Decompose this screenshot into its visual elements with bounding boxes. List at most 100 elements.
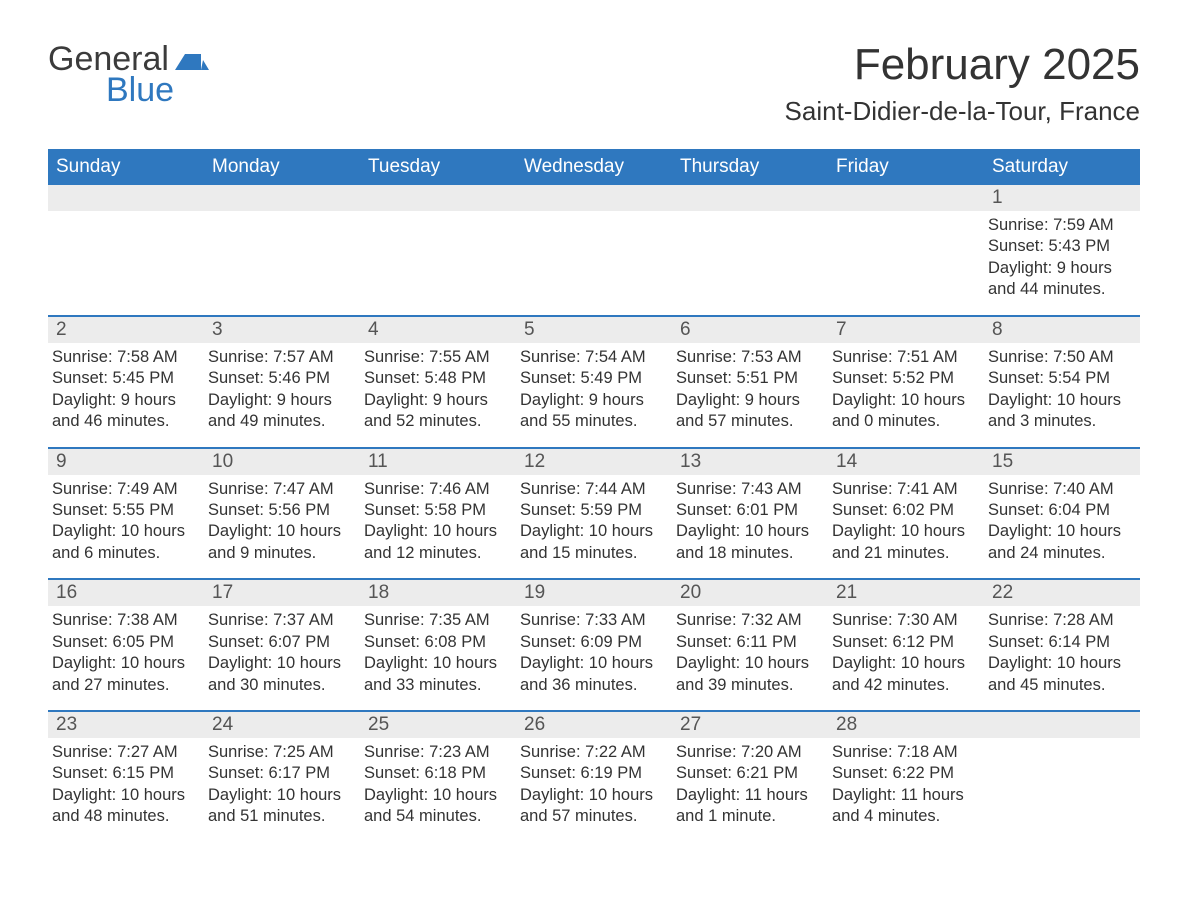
sunrise-text: Sunrise: 7:50 AM	[988, 347, 1132, 368]
sunrise-text: Sunrise: 7:59 AM	[988, 215, 1132, 236]
day-number: 6	[672, 317, 828, 343]
weekday-header-row: Sunday Monday Tuesday Wednesday Thursday…	[48, 149, 1140, 185]
daylight-text: Daylight: 9 hours and 49 minutes.	[208, 390, 352, 433]
sunrise-text: Sunrise: 7:40 AM	[988, 479, 1132, 500]
sunset-text: Sunset: 6:15 PM	[52, 763, 196, 784]
day-cell: Sunrise: 7:33 AMSunset: 6:09 PMDaylight:…	[516, 606, 672, 710]
day-cell	[984, 738, 1140, 842]
sunrise-text: Sunrise: 7:22 AM	[520, 742, 664, 763]
sunset-text: Sunset: 6:18 PM	[364, 763, 508, 784]
daylight-text: Daylight: 9 hours and 52 minutes.	[364, 390, 508, 433]
day-cell: Sunrise: 7:49 AMSunset: 5:55 PMDaylight:…	[48, 475, 204, 579]
day-cell: Sunrise: 7:37 AMSunset: 6:07 PMDaylight:…	[204, 606, 360, 710]
daylight-text: Daylight: 9 hours and 46 minutes.	[52, 390, 196, 433]
day-body-row: Sunrise: 7:27 AMSunset: 6:15 PM Daylight:…	[48, 738, 1140, 842]
sunrise-text: Sunrise: 7:18 AM	[832, 742, 976, 763]
logo-text-blue: Blue	[106, 71, 174, 110]
daylight-text: Daylight: 10 hours and 3 minutes.	[988, 390, 1132, 433]
daylight-text: Daylight: 9 hours and 44 minutes.	[988, 258, 1132, 301]
day-body-row: Sunrise: 7:49 AMSunset: 5:55 PMDaylight:…	[48, 475, 1140, 579]
day-cell: Sunrise: 7:50 AMSunset: 5:54 PMDaylight:…	[984, 343, 1140, 447]
daylight-text: Daylight: 9 hours and 55 minutes.	[520, 390, 664, 433]
weekday-header: Sunday	[48, 149, 204, 185]
sunset-text: Sunset: 5:52 PM	[832, 368, 976, 389]
day-number-row: 9101112131415	[48, 447, 1140, 475]
day-cell: Sunrise: 7:27 AMSunset: 6:15 PMDaylight:…	[48, 738, 204, 842]
daylight-text: Daylight: 10 hours and 24 minutes.	[988, 521, 1132, 564]
daylight-text: Daylight: 11 hours and 4 minutes.	[832, 785, 976, 828]
day-number: 4	[360, 317, 516, 343]
day-cell: Sunrise: 7:58 AMSunset: 5:45 PMDaylight:…	[48, 343, 204, 447]
sunset-text: Sunset: 5:51 PM	[676, 368, 820, 389]
day-number	[672, 185, 828, 211]
weekday-header: Saturday	[984, 149, 1140, 185]
sunset-text: Sunset: 5:48 PM	[364, 368, 508, 389]
sunrise-text: Sunrise: 7:37 AM	[208, 610, 352, 631]
day-number	[48, 185, 204, 211]
sunset-text: Sunset: 6:07 PM	[208, 632, 352, 653]
daylight-text: Daylight: 10 hours and 6 minutes.	[52, 521, 196, 564]
daylight-text: Daylight: 10 hours and 36 minutes.	[520, 653, 664, 696]
day-number: 8	[984, 317, 1140, 343]
day-number: 28	[828, 712, 984, 738]
title-block: February 2025 Saint-Didier-de-la-Tour, F…	[785, 40, 1140, 127]
day-cell: Sunrise: 7:25 AMSunset: 6:17 PMDaylight:…	[204, 738, 360, 842]
day-number: 1	[984, 185, 1140, 211]
daylight-text: Daylight: 10 hours and 42 minutes.	[832, 653, 976, 696]
day-number: 21	[828, 580, 984, 606]
day-number-row: 16171819202122	[48, 578, 1140, 606]
day-number	[360, 185, 516, 211]
day-number: 9	[48, 449, 204, 475]
sunset-text: Sunset: 5:56 PM	[208, 500, 352, 521]
day-number: 5	[516, 317, 672, 343]
day-number: 2	[48, 317, 204, 343]
daylight-text: Daylight: 10 hours and 54 minutes.	[364, 785, 508, 828]
sunrise-text: Sunrise: 7:54 AM	[520, 347, 664, 368]
sunset-text: Sunset: 6:04 PM	[988, 500, 1132, 521]
daylight-text: Daylight: 10 hours and 18 minutes.	[676, 521, 820, 564]
day-number: 23	[48, 712, 204, 738]
day-number	[828, 185, 984, 211]
top-bar: General Blue February 2025 Saint-Didier-…	[48, 40, 1140, 127]
day-number: 24	[204, 712, 360, 738]
day-number: 10	[204, 449, 360, 475]
day-number	[516, 185, 672, 211]
sunset-text: Sunset: 5:59 PM	[520, 500, 664, 521]
weekday-header: Tuesday	[360, 149, 516, 185]
day-number: 3	[204, 317, 360, 343]
day-cell	[48, 211, 204, 315]
daylight-text: Daylight: 10 hours and 9 minutes.	[208, 521, 352, 564]
day-number-row: 2345678	[48, 315, 1140, 343]
day-cell	[204, 211, 360, 315]
day-number: 13	[672, 449, 828, 475]
day-cell	[360, 211, 516, 315]
sunrise-text: Sunrise: 7:27 AM	[52, 742, 196, 763]
day-cell: Sunrise: 7:32 AMSunset: 6:11 PMDaylight:…	[672, 606, 828, 710]
sunrise-text: Sunrise: 7:23 AM	[364, 742, 508, 763]
day-cell: Sunrise: 7:46 AMSunset: 5:58 PMDaylight:…	[360, 475, 516, 579]
sunset-text: Sunset: 5:58 PM	[364, 500, 508, 521]
sunset-text: Sunset: 6:11 PM	[676, 632, 820, 653]
day-number: 26	[516, 712, 672, 738]
day-number	[984, 712, 1140, 738]
sunset-text: Sunset: 6:22 PM	[832, 763, 976, 784]
sunrise-text: Sunrise: 7:43 AM	[676, 479, 820, 500]
day-body-row: Sunrise: 7:38 AMSunset: 6:05 PMDaylight:…	[48, 606, 1140, 710]
day-cell: Sunrise: 7:35 AMSunset: 6:08 PMDaylight:…	[360, 606, 516, 710]
sunset-text: Sunset: 6:01 PM	[676, 500, 820, 521]
logo-flag-icon	[175, 48, 209, 72]
day-number-row: 1	[48, 185, 1140, 211]
day-number: 25	[360, 712, 516, 738]
sunrise-text: Sunrise: 7:57 AM	[208, 347, 352, 368]
day-body-row: Sunrise: 7:58 AMSunset: 5:45 PMDaylight:…	[48, 343, 1140, 447]
sunrise-text: Sunrise: 7:41 AM	[832, 479, 976, 500]
sunrise-text: Sunrise: 7:47 AM	[208, 479, 352, 500]
sunset-text: Sunset: 5:55 PM	[52, 500, 196, 521]
sunrise-text: Sunrise: 7:53 AM	[676, 347, 820, 368]
daylight-text: Daylight: 10 hours and 45 minutes.	[988, 653, 1132, 696]
day-number: 19	[516, 580, 672, 606]
daylight-text: Daylight: 10 hours and 21 minutes.	[832, 521, 976, 564]
day-cell: Sunrise: 7:55 AMSunset: 5:48 PMDaylight:…	[360, 343, 516, 447]
sunrise-text: Sunrise: 7:28 AM	[988, 610, 1132, 631]
day-number: 20	[672, 580, 828, 606]
